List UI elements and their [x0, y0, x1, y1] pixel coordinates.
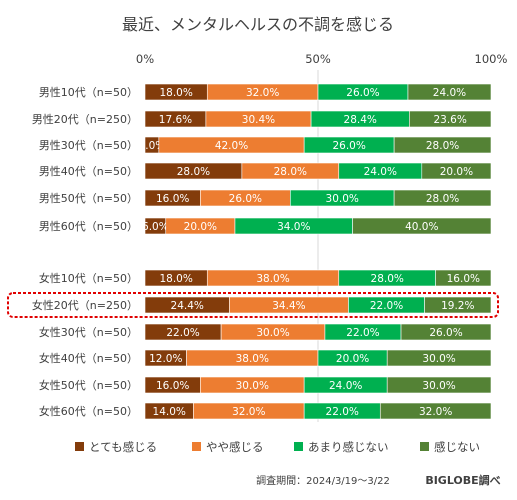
legend-label: やや感じる	[206, 440, 264, 454]
bar-segment	[379, 402, 492, 420]
bar-value-label: 38.0%	[256, 273, 289, 285]
bar-value-label: 32.0%	[419, 406, 452, 418]
bar-value-label: 30.0%	[256, 327, 289, 339]
legend-swatch	[294, 442, 303, 451]
bar-value-label: 34.0%	[277, 221, 310, 233]
bar-value-label: 24.0%	[433, 87, 466, 99]
legend-swatch	[420, 442, 429, 451]
bar-value-label: 30.0%	[326, 193, 359, 205]
bar-value-label: 34.4%	[272, 300, 305, 312]
bar-value-label: 23.6%	[433, 114, 466, 126]
bar-value-label: 22.0%	[166, 327, 199, 339]
highlight-box	[7, 292, 499, 318]
x-axis-ticks: 0% 50% 100%	[136, 52, 508, 66]
bar-value-label: 18.0%	[159, 87, 192, 99]
category-label: 女性40代（n=50）	[39, 351, 138, 365]
survey-period: 調査期間：2024/3/19～3/22	[256, 474, 390, 487]
legend-label: 感じない	[434, 440, 480, 454]
bar-value-label: 24.0%	[364, 166, 397, 178]
bar-segment	[409, 110, 492, 128]
legend-swatch	[75, 442, 84, 451]
highlight-rect	[7, 292, 499, 318]
bar-value-label: 32.0%	[246, 87, 279, 99]
bar-value-label: 26.0%	[429, 327, 462, 339]
bar-value-label: 16.0%	[156, 380, 189, 392]
bar-segment	[393, 136, 492, 154]
bar-value-label: 30.0%	[236, 380, 269, 392]
bar-value-label: 14.0%	[153, 406, 186, 418]
category-label: 男性30代（n=50）	[39, 138, 138, 152]
category-label: 男性60代（n=50）	[39, 219, 138, 233]
bar-segment	[407, 83, 492, 101]
bar-value-label: 28.0%	[426, 140, 459, 152]
legend-swatch	[192, 442, 201, 451]
bar-value-label: 28.4%	[344, 114, 377, 126]
category-label: 女性10代（n=50）	[39, 271, 138, 285]
bar-value-label: 38.0%	[236, 353, 269, 365]
category-label: 男性40代（n=50）	[39, 164, 138, 178]
x-tick-label: 100%	[475, 52, 508, 66]
bar-value-label: 20.0%	[440, 166, 473, 178]
bar-value-label: 28.0%	[371, 273, 404, 285]
category-label: 男性10代（n=50）	[39, 85, 138, 99]
bar-segment	[400, 323, 492, 341]
chart-title: 最近、メンタルヘルスの不調を感じる	[122, 15, 394, 34]
bar-value-label: 26.0%	[346, 87, 379, 99]
bar-segment	[352, 217, 492, 235]
bar-value-label: 20.0%	[184, 221, 217, 233]
category-label: 男性50代（n=50）	[39, 191, 138, 205]
bar-segment	[393, 189, 492, 207]
legend-label: とても感じる	[89, 440, 157, 454]
bar-value-label: 22.0%	[326, 406, 359, 418]
bar-value-label: 16.0%	[156, 193, 189, 205]
bar-value-label: 30.4%	[242, 114, 275, 126]
bar-value-label: 28.0%	[426, 193, 459, 205]
bar-value-label: 22.0%	[370, 300, 403, 312]
bar-value-label: 16.0%	[447, 273, 480, 285]
category-label: 女性30代（n=50）	[39, 325, 138, 339]
bar-value-label: 28.0%	[177, 166, 210, 178]
category-label: 女性20代（n=250）	[32, 298, 138, 312]
bar-value-label: 24.0%	[329, 380, 362, 392]
bar-segment	[386, 376, 492, 394]
bar-value-label: 28.0%	[274, 166, 307, 178]
bar-value-label: 26.0%	[332, 140, 365, 152]
bar-value-label: 30.0%	[422, 353, 455, 365]
bars: 18.0% 32.0% 26.0% 24.0% 17.6% 30.4% 28.4% 23.6%…	[139, 83, 492, 420]
bar-segment	[386, 349, 492, 367]
bar-segment	[421, 162, 492, 180]
bar-value-label: 20.0%	[336, 353, 369, 365]
category-label: 男性20代（n=250）	[32, 112, 138, 126]
category-labels: 男性10代（n=50） 男性20代（n=250） 男性30代（n=50） 男性40代（…	[32, 85, 138, 418]
legend: とても感じる やや感じる あまり感じない 感じない	[75, 440, 480, 454]
bar-value-label: 12.0%	[149, 353, 182, 365]
bar-value-label: 24.4%	[171, 300, 204, 312]
bar-value-label: 40.0%	[405, 221, 438, 233]
source-brand: BIGLOBE調べ	[425, 473, 500, 487]
bar-value-label: 30.0%	[422, 380, 455, 392]
bar-value-label: 17.6%	[159, 114, 192, 126]
bar-value-label: 26.0%	[229, 193, 262, 205]
bar-segment	[424, 296, 492, 314]
category-label: 女性60代（n=50）	[39, 404, 138, 418]
bar-value-label: 19.2%	[441, 300, 474, 312]
bar-value-label: 32.0%	[232, 406, 265, 418]
category-label: 女性50代（n=50）	[39, 378, 138, 392]
x-tick-label: 50%	[305, 52, 331, 66]
legend-label: あまり感じない	[308, 440, 389, 454]
bar-value-label: 6.0%	[142, 221, 169, 233]
x-tick-label: 0%	[136, 52, 154, 66]
bar-segment	[435, 269, 492, 287]
bar-value-label: 22.0%	[346, 327, 379, 339]
bar-value-label: 18.0%	[159, 273, 192, 285]
bar-value-label: 42.0%	[215, 140, 248, 152]
